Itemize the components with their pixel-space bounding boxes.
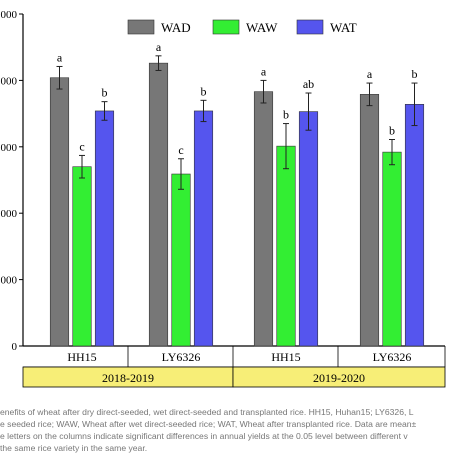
y-tick-label: 000	[1, 142, 18, 154]
y-tick-label: 000	[1, 275, 18, 287]
significance-letter: c	[178, 143, 183, 157]
bar-waw	[72, 166, 92, 347]
x-tick-label: LY6326	[373, 350, 412, 364]
bar-wad	[359, 94, 380, 347]
bar-wad	[148, 62, 169, 347]
figure-caption: enefits of wheat after dry direct-seeded…	[0, 406, 474, 454]
group-band	[232, 366, 446, 388]
bar-waw	[382, 151, 402, 347]
group-label: 2018-2019	[102, 371, 154, 385]
significance-letter: a	[57, 50, 63, 64]
significance-letter: b	[201, 84, 207, 98]
legend-label-waw: WAW	[246, 20, 278, 35]
y-tick-label: 000	[1, 9, 18, 21]
legend-swatch-wat	[296, 19, 324, 35]
legend-label-wat: WAT	[330, 20, 357, 35]
legend-swatch-wad	[127, 19, 155, 35]
significance-letter: b	[389, 123, 395, 137]
y-tick-label: 000	[1, 208, 18, 220]
bar-wat	[94, 110, 115, 347]
bar-wat	[404, 104, 425, 347]
x-tick-label: LY6326	[162, 350, 201, 364]
caption-line-4: the same rice variety in the same year.	[0, 443, 148, 453]
bar-waw	[171, 173, 191, 347]
bar-wad	[253, 91, 274, 347]
legend-swatch-waw	[212, 19, 240, 35]
caption-line-3: e letters on the columns indicate signif…	[0, 431, 408, 441]
significance-letter: b	[283, 108, 289, 122]
significance-letter: c	[79, 139, 84, 153]
caption-line-2: e seeded rice; WAW, Wheat after wet dire…	[0, 419, 417, 429]
significance-letter: a	[367, 67, 373, 81]
caption-line-1: enefits of wheat after dry direct-seeded…	[0, 407, 414, 417]
bar-wat	[193, 110, 214, 347]
significance-letter: a	[156, 40, 162, 54]
significance-letter: b	[102, 86, 108, 100]
x-tick-label: HH15	[67, 350, 96, 364]
bar-wad	[49, 77, 70, 347]
bar-waw	[276, 145, 296, 347]
significance-letter: b	[412, 67, 418, 81]
x-tick-label: HH15	[271, 350, 300, 364]
y-tick-label: 000	[1, 75, 18, 87]
y-tick-label: 0	[12, 341, 18, 353]
legend-label-wad: WAD	[161, 20, 191, 35]
bar-wat	[298, 111, 319, 347]
significance-letter: a	[261, 64, 267, 78]
group-label: 2019-2020	[313, 371, 365, 385]
significance-letter: ab	[303, 77, 314, 91]
